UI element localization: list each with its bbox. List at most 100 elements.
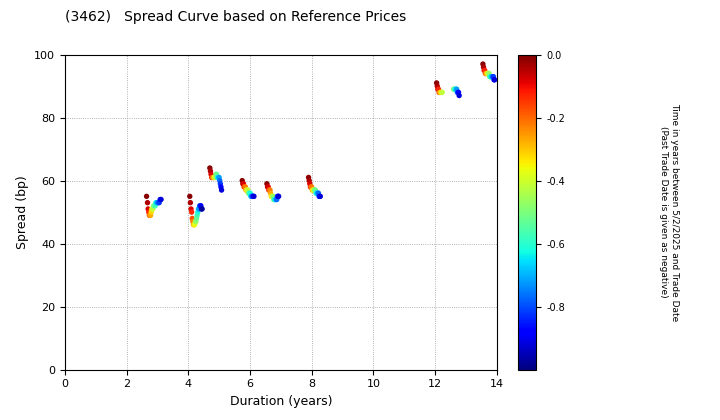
Point: [242, 186, 253, 193]
Point: [307, 186, 318, 193]
Point: [192, 212, 203, 218]
Point: [245, 193, 256, 199]
Point: [208, 174, 220, 181]
Point: [450, 86, 462, 93]
Point: [451, 89, 463, 96]
Point: [210, 171, 222, 178]
Point: [215, 181, 226, 187]
Point: [262, 184, 274, 190]
Point: [270, 196, 282, 203]
Point: [184, 193, 196, 199]
Point: [477, 60, 489, 67]
Point: [194, 202, 206, 209]
Point: [146, 205, 158, 212]
Point: [432, 86, 444, 93]
Point: [303, 174, 315, 181]
Point: [271, 196, 282, 203]
Point: [434, 89, 446, 96]
Point: [452, 89, 464, 96]
Point: [482, 70, 493, 77]
Point: [314, 193, 325, 199]
Point: [485, 73, 497, 80]
Point: [313, 193, 325, 199]
Point: [192, 209, 204, 215]
Point: [243, 190, 255, 197]
Point: [145, 209, 157, 215]
Point: [237, 181, 248, 187]
Point: [486, 73, 498, 80]
Point: [246, 193, 258, 199]
Point: [240, 186, 252, 193]
Point: [152, 199, 163, 206]
Point: [273, 193, 284, 199]
Point: [481, 70, 492, 77]
Point: [248, 193, 260, 199]
Point: [483, 70, 495, 77]
Point: [236, 177, 248, 184]
Point: [190, 218, 202, 225]
Point: [191, 215, 202, 222]
Point: [307, 186, 319, 193]
Point: [266, 193, 278, 199]
Point: [212, 174, 224, 181]
Point: [239, 184, 251, 190]
Point: [478, 67, 490, 74]
Point: [435, 89, 446, 96]
Point: [193, 205, 204, 212]
Point: [205, 171, 217, 178]
Point: [193, 205, 204, 212]
Point: [189, 218, 201, 225]
Point: [264, 186, 275, 193]
Point: [153, 199, 164, 206]
Point: [156, 196, 167, 203]
Point: [153, 199, 165, 206]
Point: [315, 193, 326, 199]
Point: [141, 193, 153, 199]
Point: [243, 190, 254, 197]
Point: [489, 76, 500, 83]
Point: [271, 196, 282, 203]
Y-axis label: Spread (bp): Spread (bp): [16, 175, 29, 249]
Point: [269, 196, 281, 203]
Point: [485, 73, 496, 80]
Point: [272, 193, 284, 199]
Point: [204, 168, 216, 175]
Point: [265, 190, 276, 197]
Point: [187, 218, 199, 225]
Point: [144, 212, 156, 218]
Point: [184, 199, 196, 206]
Point: [303, 177, 315, 184]
Point: [308, 186, 320, 193]
Point: [212, 174, 223, 181]
Point: [306, 184, 318, 190]
Point: [206, 174, 217, 181]
Point: [305, 184, 316, 190]
Point: [185, 205, 197, 212]
Point: [454, 92, 465, 99]
Point: [204, 165, 215, 171]
Point: [264, 186, 276, 193]
Point: [448, 86, 459, 93]
Point: [189, 221, 200, 228]
Point: [189, 221, 200, 228]
Point: [246, 193, 257, 199]
Point: [240, 184, 251, 190]
Point: [147, 205, 158, 212]
Point: [304, 181, 315, 187]
Point: [150, 199, 161, 206]
Point: [307, 186, 319, 193]
Point: [151, 199, 163, 206]
Point: [195, 202, 207, 209]
Point: [238, 181, 249, 187]
Point: [240, 186, 252, 193]
Point: [212, 174, 224, 181]
Point: [487, 73, 499, 80]
Point: [208, 174, 220, 181]
Point: [266, 193, 278, 199]
Point: [435, 89, 446, 96]
Point: [433, 89, 445, 96]
Point: [431, 80, 442, 87]
Point: [269, 196, 280, 203]
Point: [238, 184, 250, 190]
Point: [449, 86, 461, 93]
